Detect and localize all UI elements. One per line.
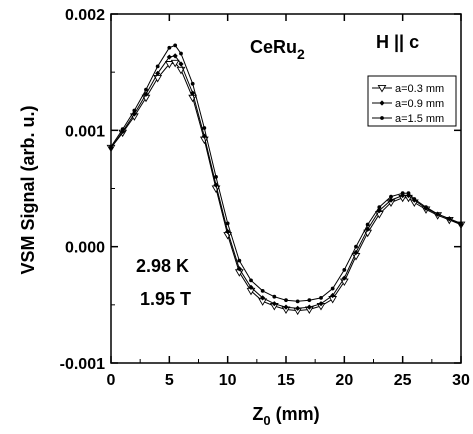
- data-point: [236, 266, 242, 272]
- data-point: [354, 244, 358, 249]
- series-3: [109, 43, 463, 304]
- data-point: [109, 144, 113, 149]
- data-point: [272, 294, 277, 299]
- field-direction-label: H || c: [376, 32, 419, 52]
- data-point: [155, 70, 161, 76]
- data-point: [179, 51, 183, 56]
- data-point: [271, 301, 277, 307]
- legend-label: a=1.5 mm: [395, 113, 444, 125]
- x-tick-label: 20: [335, 372, 353, 389]
- data-point: [284, 298, 288, 303]
- data-point: [295, 299, 300, 304]
- x-axis-title-tail: (mm): [271, 404, 320, 424]
- data-point: [132, 108, 137, 113]
- data-point: [376, 208, 382, 214]
- sample-label: CeRu2: [250, 37, 305, 62]
- x-tick-label: 25: [394, 372, 412, 389]
- data-point: [341, 275, 347, 281]
- data-point: [330, 292, 336, 299]
- legend: a=0.3 mm a=0.9 mm a=1.5 mm: [367, 75, 457, 127]
- legend-item: a=1.5 mm: [372, 113, 444, 125]
- data-point: [172, 53, 178, 59]
- data-point: [459, 221, 463, 226]
- data-point: [400, 191, 405, 196]
- x-axis-title-sub: 0: [263, 413, 270, 428]
- data-point: [380, 116, 384, 120]
- data-point: [225, 228, 231, 235]
- data-point: [388, 197, 394, 203]
- legend-item: a=0.3 mm: [372, 83, 444, 95]
- data-point: [214, 174, 218, 179]
- y-tick-label: 0.001: [65, 123, 105, 140]
- data-point: [260, 288, 265, 293]
- data-point: [167, 45, 172, 50]
- data-point: [283, 304, 289, 310]
- legend-item: a=0.9 mm: [372, 98, 444, 110]
- sample-label-main: CeRu: [250, 37, 297, 57]
- data-point: [155, 64, 160, 69]
- data-point: [377, 205, 382, 210]
- data-point: [202, 126, 207, 130]
- x-axis-ticks: 0 5 10 15 20 25 30: [107, 14, 470, 389]
- data-point: [143, 91, 149, 97]
- data-point: [144, 87, 148, 92]
- data-point: [295, 305, 301, 311]
- data-point: [353, 249, 359, 256]
- legend-items: a=0.3 mm a=0.9 mm a=1.5 mm: [372, 83, 444, 125]
- data-point: [190, 90, 196, 96]
- data-point: [306, 304, 312, 310]
- field-label: 1.95 T: [140, 289, 191, 309]
- y-axis-title: VSM Signal (arb. u.): [18, 105, 38, 274]
- y-tick-label: 0.002: [65, 7, 105, 24]
- data-point: [342, 268, 347, 272]
- data-point: [447, 216, 452, 221]
- data-point: [248, 284, 254, 290]
- y-tick-label: 0.000: [65, 240, 105, 257]
- data-point: [412, 197, 417, 201]
- legend-label: a=0.3 mm: [395, 83, 444, 95]
- data-point: [318, 301, 324, 307]
- data-point: [166, 54, 172, 60]
- series-layer: [106, 43, 466, 316]
- data-point: [406, 191, 411, 196]
- legend-label: a=0.9 mm: [395, 98, 444, 110]
- data-point: [319, 295, 323, 300]
- data-point: [379, 100, 385, 106]
- x-tick-label: 5: [165, 372, 174, 389]
- data-point: [249, 278, 253, 283]
- data-point: [120, 127, 125, 132]
- data-point: [164, 61, 174, 69]
- y-axis-ticks: -0.001 0.000 0.001 0.002: [60, 7, 461, 373]
- x-axis-title-main: Z: [252, 404, 263, 424]
- data-point: [237, 258, 242, 263]
- x-axis-title: Z0 (mm): [252, 404, 319, 428]
- data-point: [260, 295, 266, 301]
- temperature-label: 2.98 K: [136, 256, 189, 276]
- x-tick-label: 30: [452, 372, 470, 389]
- x-tick-label: 15: [277, 372, 295, 389]
- data-point: [377, 85, 387, 93]
- x-tick-label: 0: [107, 372, 116, 389]
- data-point: [178, 61, 184, 67]
- data-point: [424, 205, 428, 210]
- y-tick-label: -0.001: [60, 356, 105, 373]
- data-point: [435, 212, 440, 216]
- data-point: [170, 59, 180, 68]
- data-point: [330, 286, 335, 291]
- data-point: [365, 222, 370, 227]
- data-point: [225, 221, 230, 226]
- sample-label-sub: 2: [297, 46, 305, 62]
- data-point: [173, 43, 178, 48]
- data-point: [307, 298, 312, 303]
- data-point: [389, 194, 393, 199]
- x-tick-label: 10: [219, 372, 237, 389]
- data-point: [190, 81, 195, 86]
